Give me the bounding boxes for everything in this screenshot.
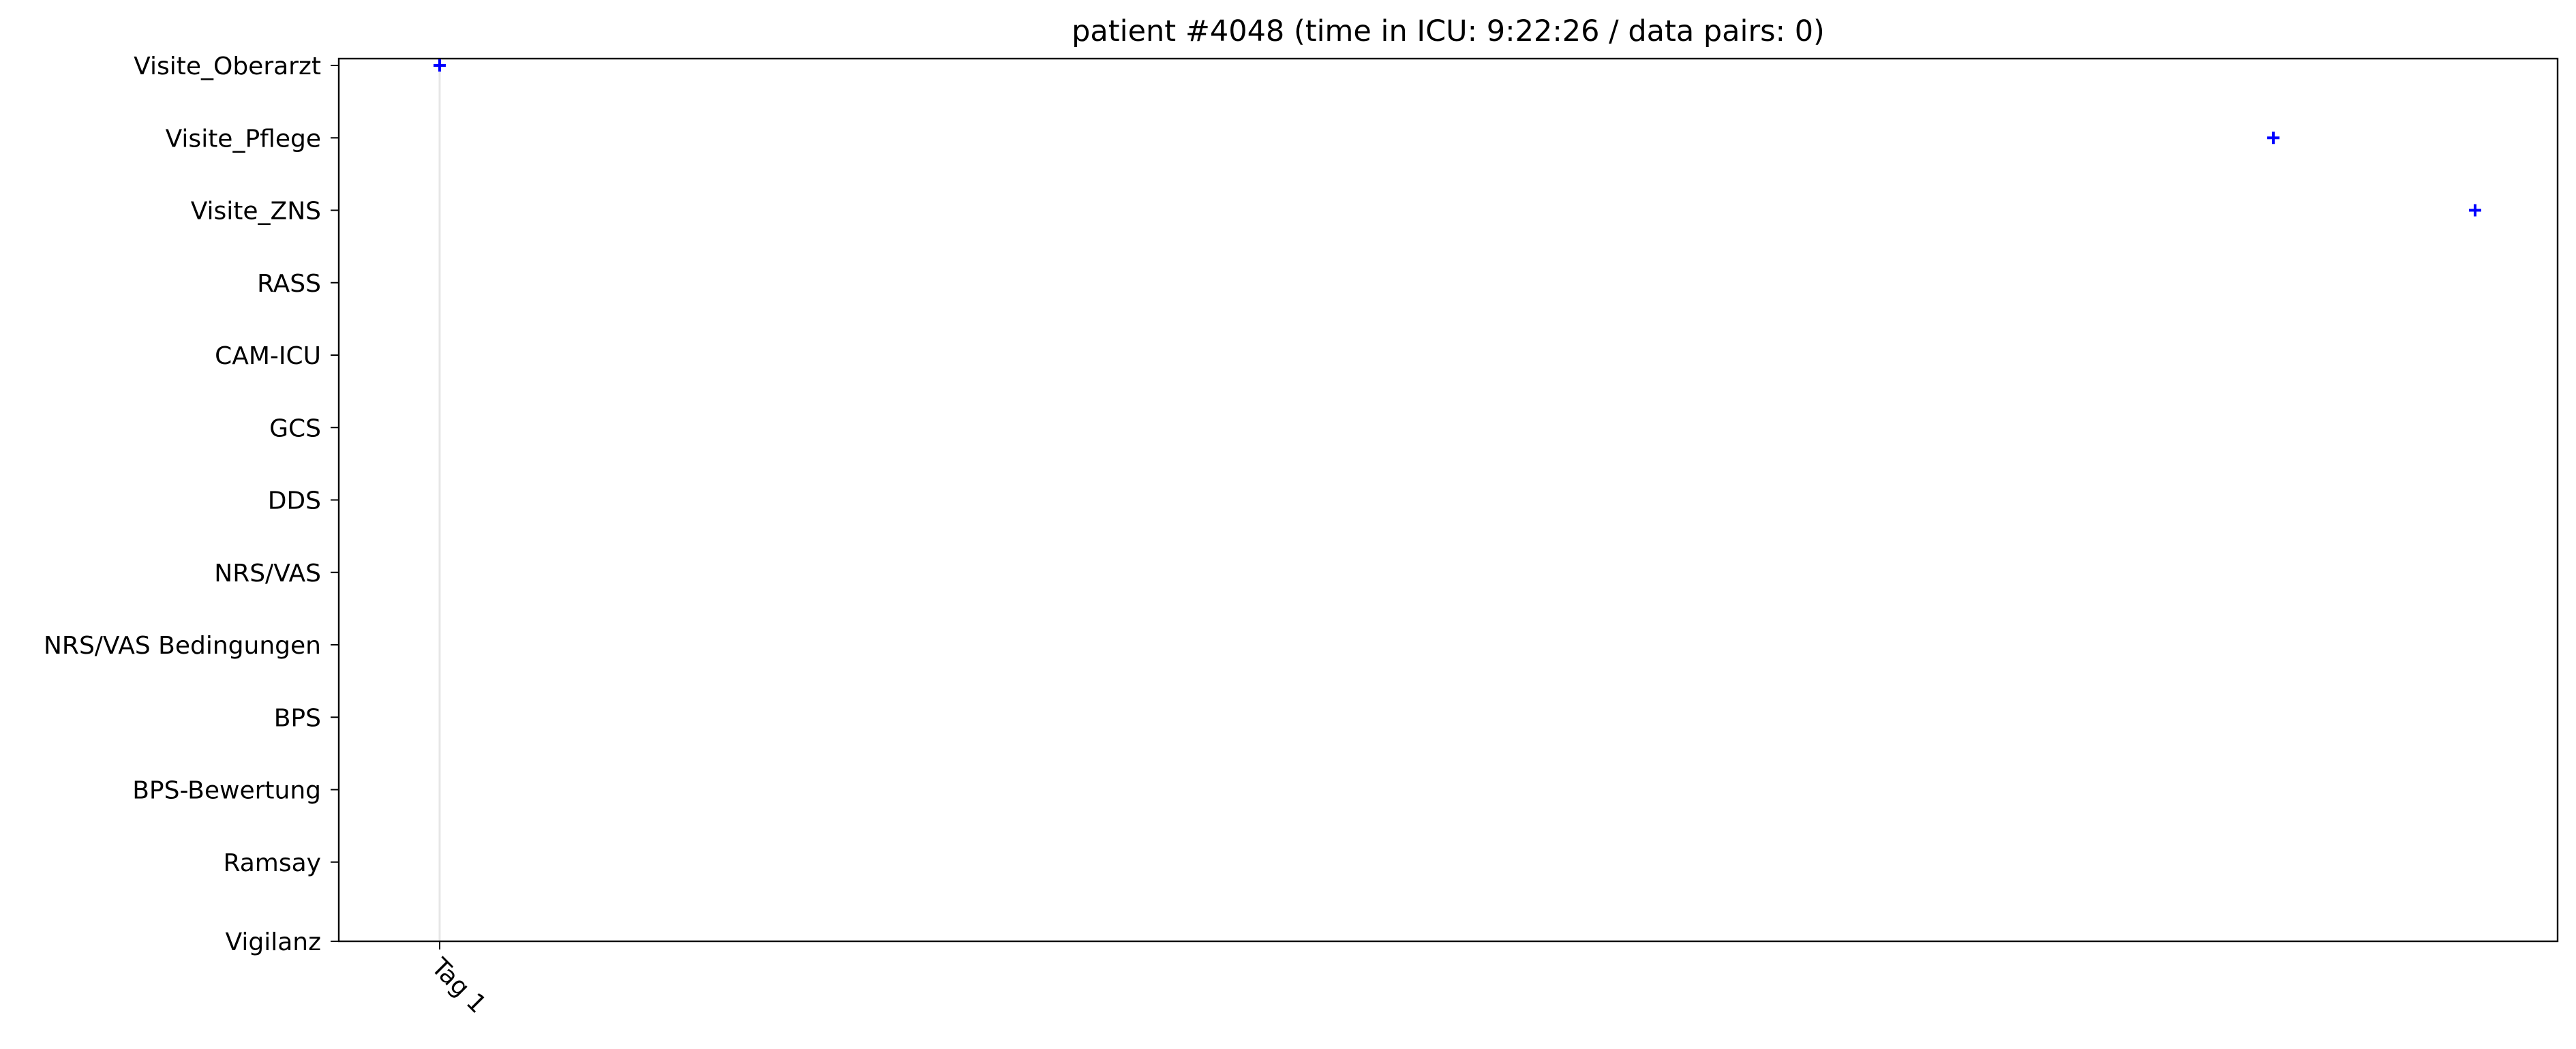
y-tick-label: BPS-Bewertung [132,777,321,805]
y-tick-label: GCS [269,414,321,442]
data-point [2267,132,2280,145]
x-tick-label: Tag 1 [425,953,491,1019]
y-tick-label: Ramsay [224,849,321,877]
chart-title: patient #4048 (time in ICU: 9:22:26 / da… [1072,14,1825,48]
data-point [2468,204,2481,217]
y-tick-label: Visite_Oberarzt [134,52,321,80]
y-tick-label: NRS/VAS [214,560,321,588]
plot-area [337,57,2559,943]
y-axis: Visite_Oberarzt Visite_Pflege Visite_ZNS RA… [44,52,339,956]
y-tick-label: CAM-ICU [215,342,321,370]
x-axis: Tag 1 [425,941,491,1019]
y-tick-label: RASS [257,270,321,298]
y-tick-label: BPS [274,704,321,732]
y-tick-label: Vigilanz [226,928,321,956]
y-tick-label: DDS [268,487,321,515]
data-points [433,59,2481,217]
y-tick-label: NRS/VAS Bedingungen [44,632,321,660]
data-point [433,59,446,72]
y-tick-label: Visite_Pflege [166,125,321,153]
y-tick-label: Visite_ZNS [191,198,321,226]
